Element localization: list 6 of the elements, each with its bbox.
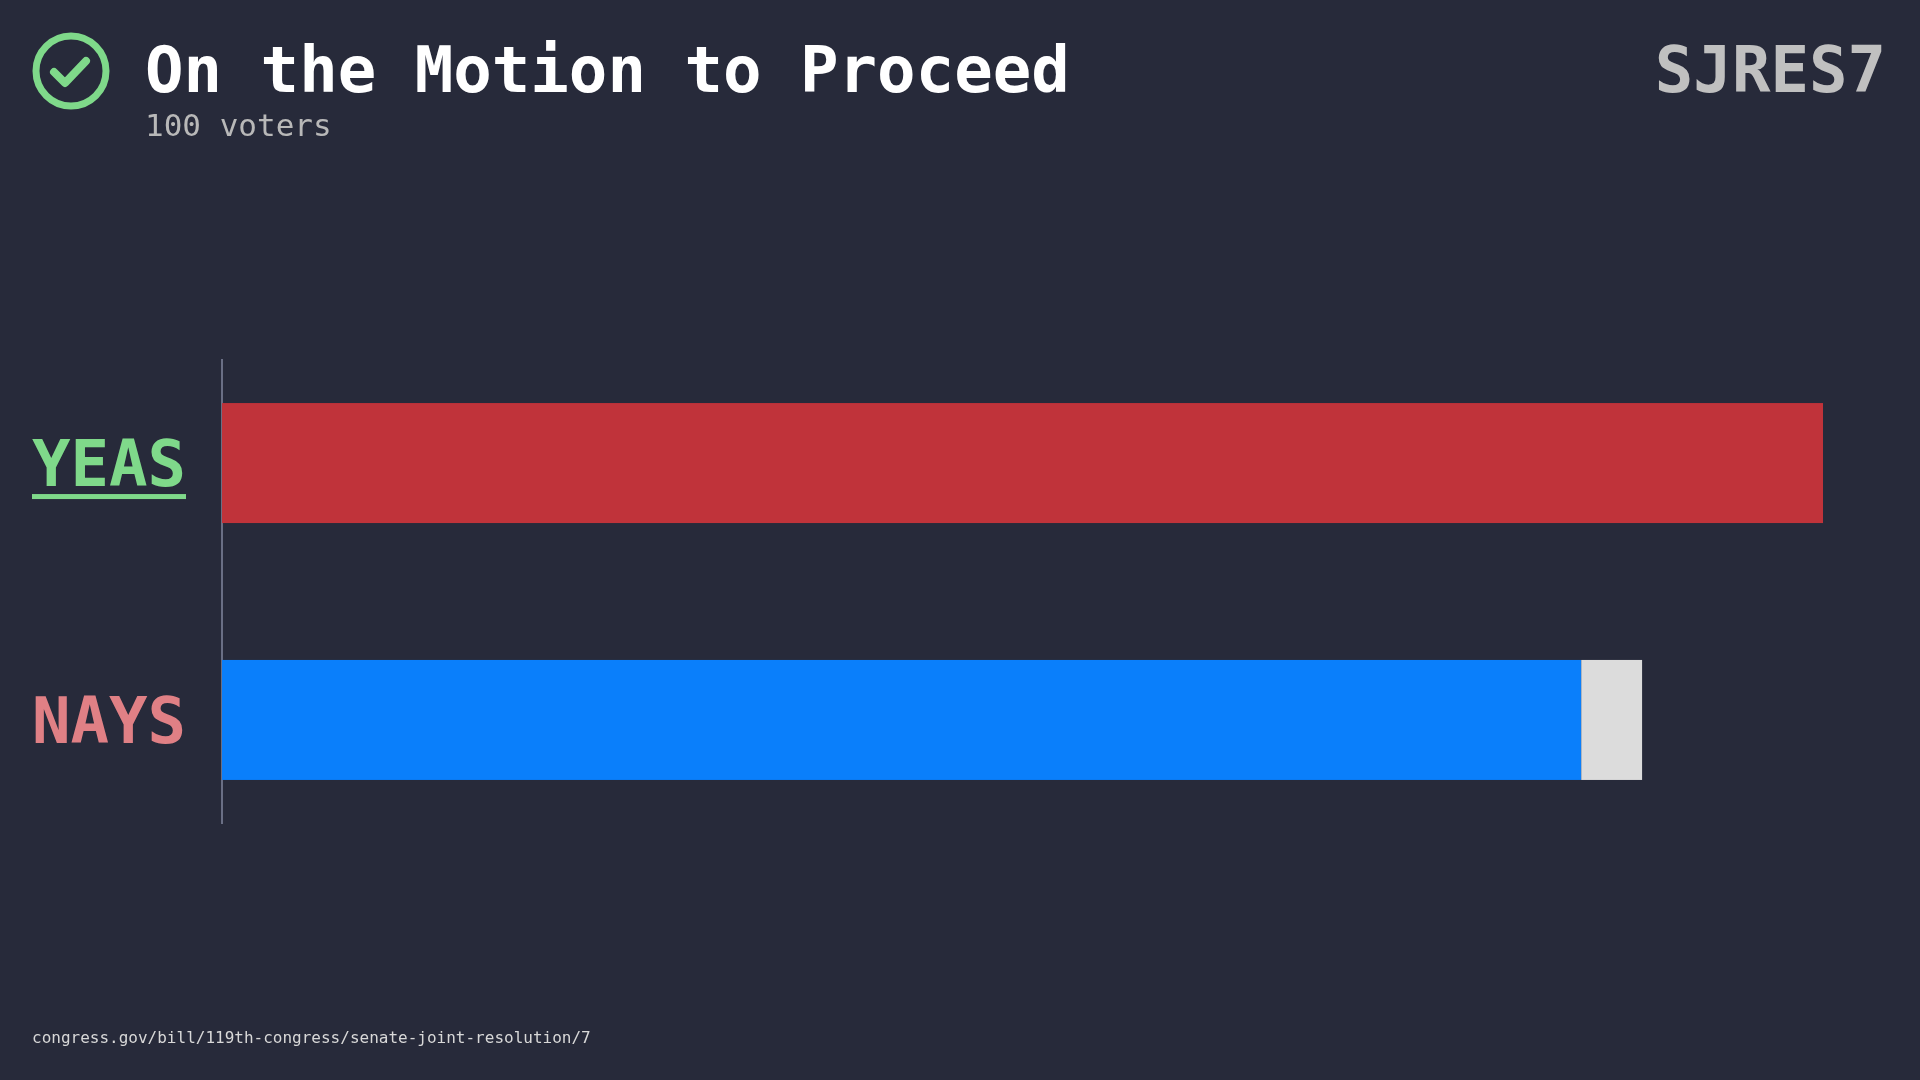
y-tick-label: YEAS [32,427,187,502]
chart-subtitle: 100 voters [145,107,332,143]
chart-title: On the Motion to Proceed [145,33,1070,107]
y-tick-label: NAYS [32,683,187,758]
text: congress.gov/bill/119th-congress/senate-joint-resolution/7 [32,1028,591,1047]
text: SJRES7 [1654,33,1886,107]
